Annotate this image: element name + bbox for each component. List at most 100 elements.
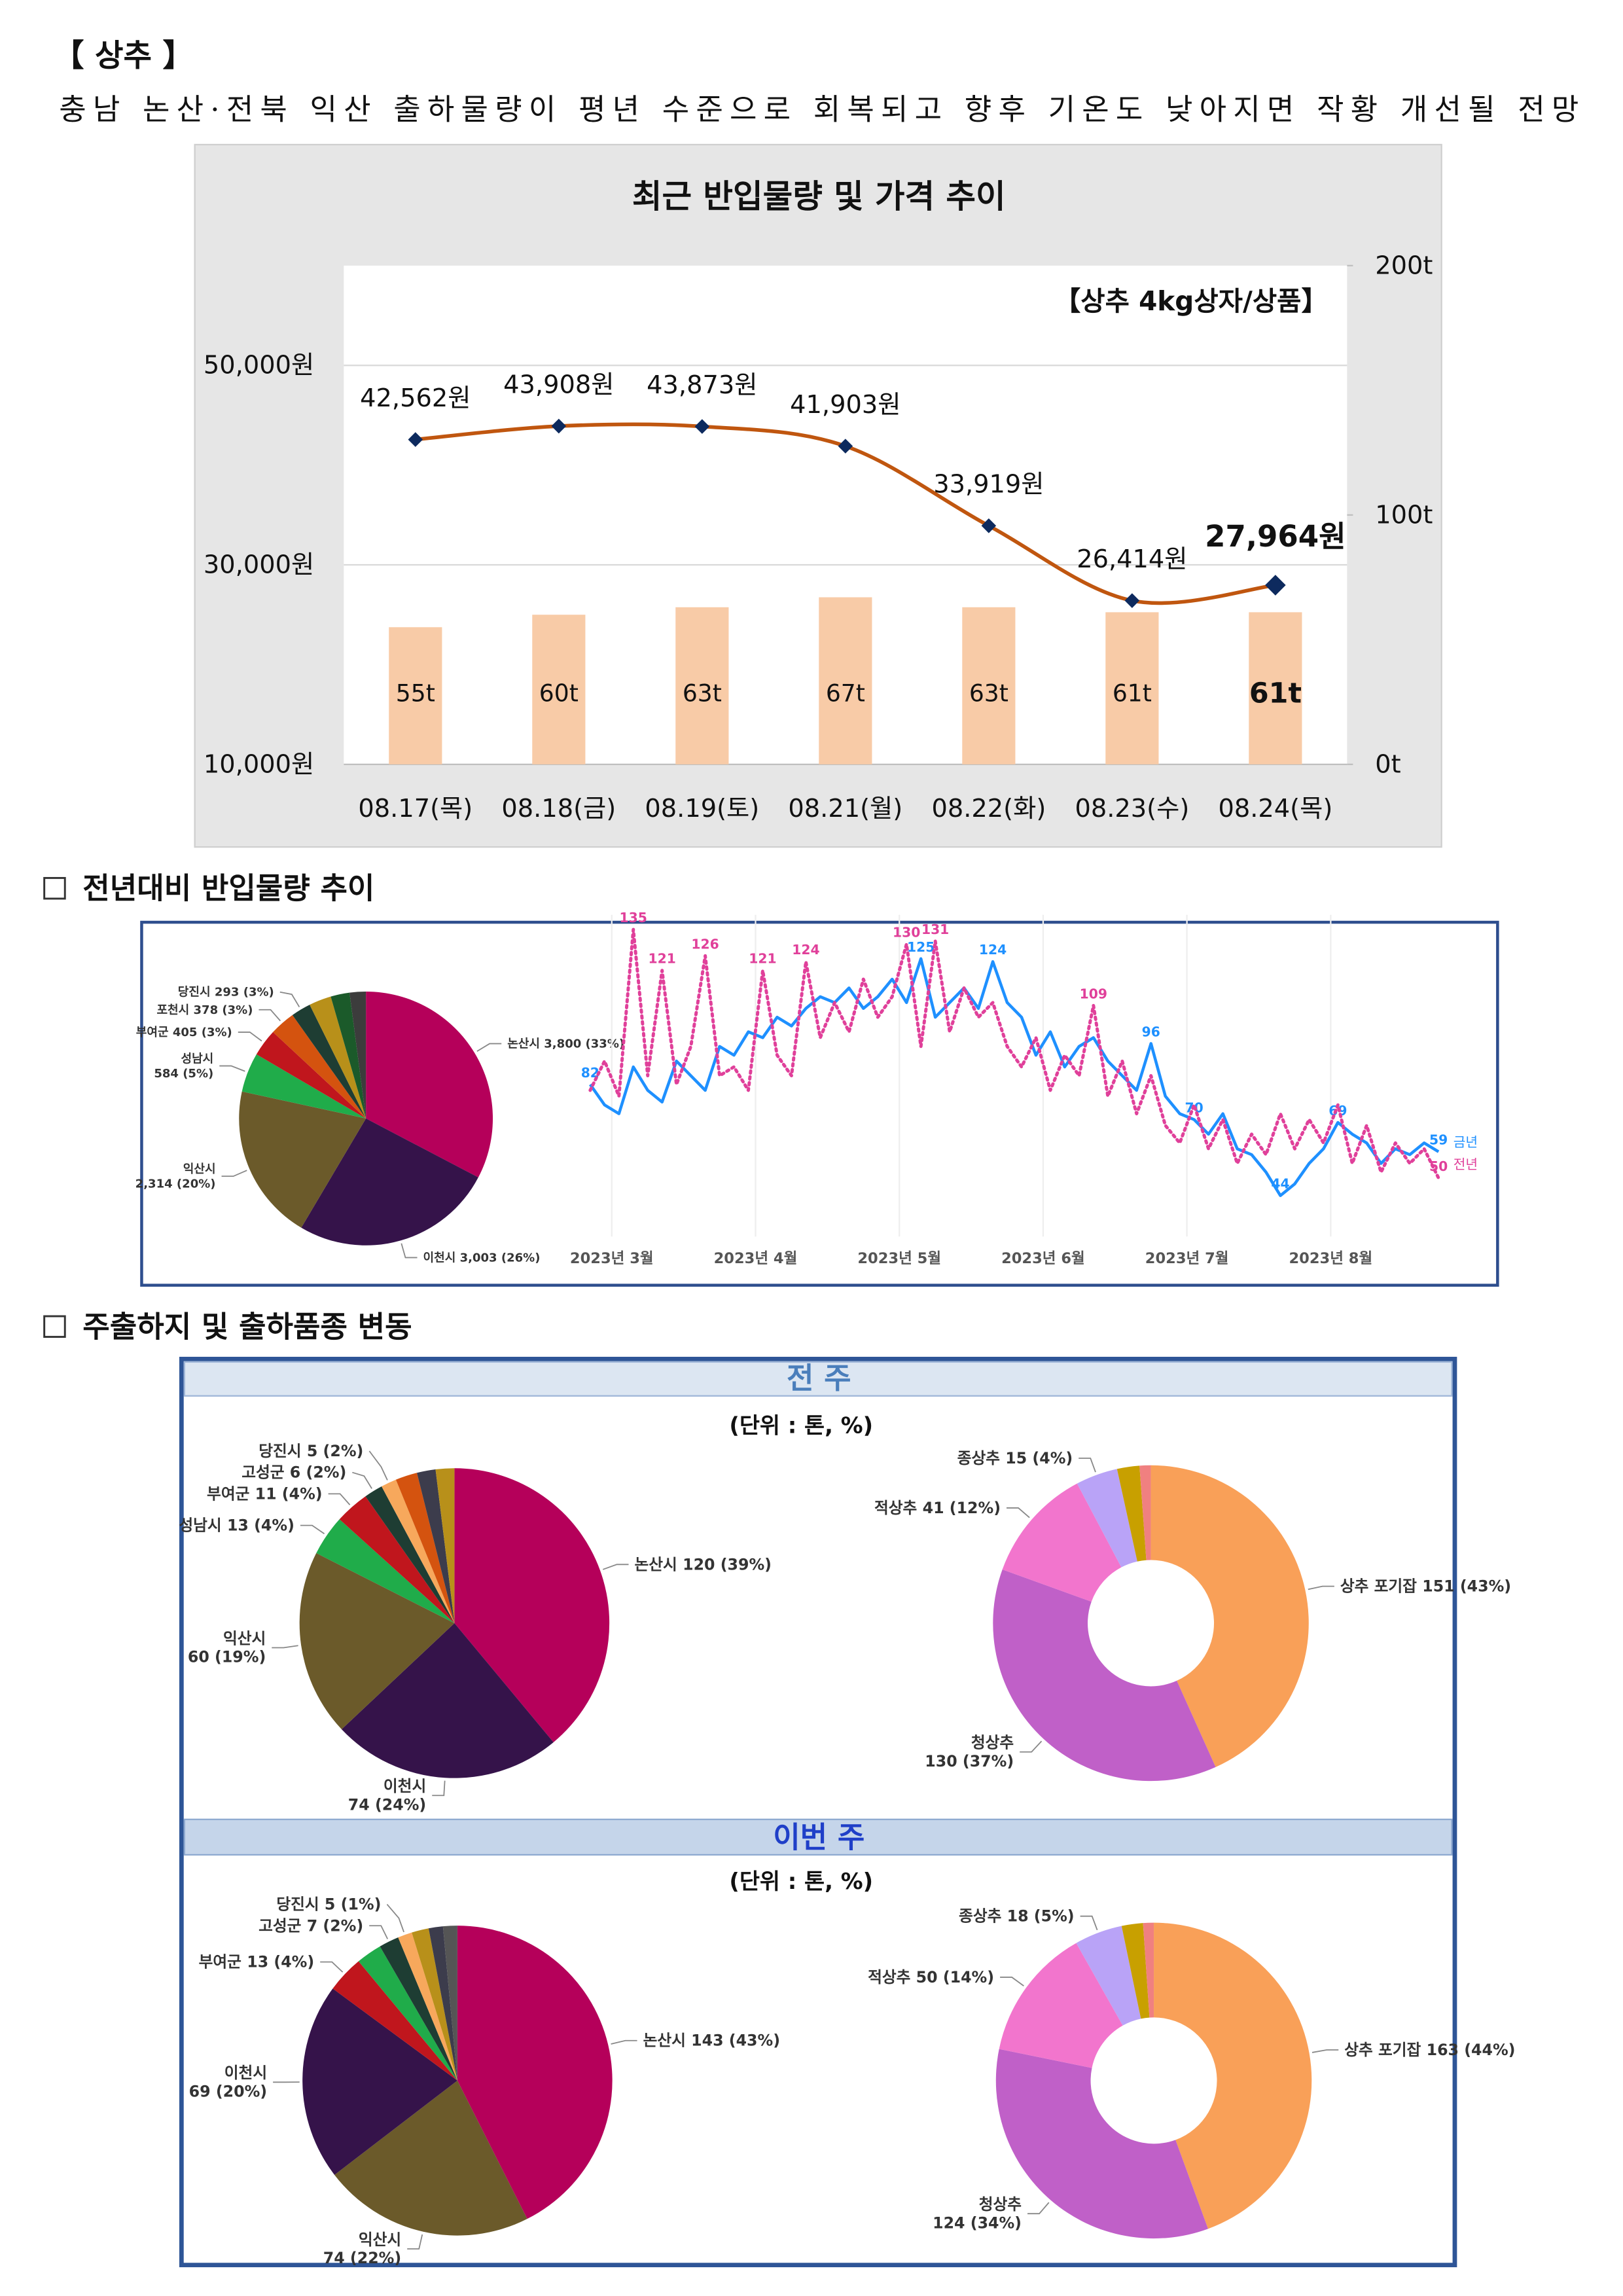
slice-value: 11 (4%)	[255, 1484, 323, 1503]
leader-line	[1311, 2049, 1339, 2053]
pie-slice	[395, 1473, 455, 1623]
bar	[1105, 612, 1159, 764]
slice-value: 5 (2%)	[307, 1442, 363, 1460]
pie-slice	[310, 996, 366, 1119]
leader-line	[238, 1031, 262, 1042]
pie-slice	[330, 992, 366, 1119]
donut-slice	[1077, 1469, 1137, 1568]
leader-line	[300, 1524, 325, 1535]
point-label: 125	[907, 939, 935, 955]
pie-slice	[292, 1005, 366, 1119]
price-label: 43,908원	[503, 370, 614, 399]
slice-name: 포천시	[156, 1003, 189, 1016]
slice-name: 부여군	[199, 1953, 241, 1971]
donut-slice	[1116, 1465, 1147, 1562]
slice-value: 74 (24%)	[348, 1795, 426, 1814]
x-tick-label: 08.23(수)	[1075, 794, 1189, 823]
point-label: 130	[893, 924, 920, 940]
slice-label: 부여군 11 (4%)	[207, 1484, 323, 1503]
leader-line	[386, 1903, 404, 1933]
pie-slice	[273, 1014, 366, 1119]
x-tick-label: 2023년 6월	[1001, 1250, 1085, 1267]
leader-line	[279, 991, 300, 1008]
section-title: 주출하지 및 출하품종 변동	[82, 1309, 412, 1344]
pie-slice	[239, 1091, 366, 1228]
slice-name: 익산시	[183, 1162, 216, 1175]
page-title: 【 상추 】	[53, 38, 194, 74]
bar	[675, 607, 729, 764]
chart-annotation: 【상추 4kg상자/상품】	[1054, 285, 1328, 317]
slice-value: 6 (2%)	[290, 1463, 346, 1482]
checkbox-icon	[43, 1315, 66, 1338]
bar	[819, 597, 872, 764]
panel-title: 이번 주	[773, 1820, 865, 1854]
donut-slice	[1154, 1922, 1312, 2229]
slice-name: 상추 포기잡	[1340, 1577, 1417, 1596]
leader-line	[611, 2039, 637, 2045]
slice-name: 이천시	[383, 1777, 426, 1795]
slice-label: 이천시 3,003 (26%)	[423, 1251, 541, 1265]
slice-label: 익산시 2,314 (20%)	[135, 1162, 216, 1191]
price-label: 27,964원	[1205, 519, 1346, 554]
unit-label: (단위 : 톤, %)	[729, 1869, 873, 1894]
bar	[962, 607, 1016, 764]
slice-label: 종상추 18 (5%)	[959, 1907, 1075, 1926]
leader-line	[1007, 1507, 1030, 1518]
pie-slice	[316, 1519, 455, 1623]
slice-value: 405 (3%)	[173, 1026, 232, 1039]
slice-name: 익산시	[359, 2231, 401, 2249]
pie-slice	[256, 1031, 366, 1119]
pie-slice	[457, 1926, 613, 2219]
slice-value: 378 (3%)	[193, 1003, 253, 1016]
line-marker	[551, 418, 567, 434]
slice-label: 익산시 60 (19%)	[188, 1629, 266, 1666]
slice-label: 상추 포기잡 163 (44%)	[1344, 2041, 1515, 2059]
leader-line	[369, 1925, 389, 1939]
series-line	[588, 957, 1440, 1197]
leader-line	[352, 1471, 372, 1489]
donut-slice	[1143, 1922, 1154, 2018]
slice-value: 3,800 (33%)	[544, 1037, 624, 1050]
slice-value: 584 (5%)	[154, 1066, 213, 1080]
point-label: 96	[1142, 1024, 1160, 1039]
chart-title: 최근 반입물량 및 가격 추이	[632, 177, 1006, 215]
pie-slice	[366, 992, 493, 1177]
series-line	[588, 927, 1440, 1180]
leader-line	[368, 1450, 388, 1480]
pie-slice	[454, 1468, 610, 1742]
y-tick-label: 30,000원	[204, 550, 314, 580]
price-label: 26,414원	[1077, 545, 1187, 574]
bar-label: 61t	[1113, 680, 1152, 708]
slice-value: 124 (34%)	[933, 2214, 1022, 2232]
slice-name: 논산시	[643, 2032, 686, 2050]
slice-name: 당진시	[178, 985, 211, 999]
line-marker	[838, 439, 853, 454]
slice-label: 고성군 7 (2%)	[259, 1916, 363, 1935]
line-marker	[1265, 575, 1286, 596]
leader-line	[259, 1009, 281, 1022]
bar	[389, 627, 442, 764]
pie-slice	[358, 1946, 457, 2081]
slice-label: 부여군 405 (3%)	[136, 1026, 232, 1039]
slice-name: 이천시	[423, 1251, 456, 1265]
slice-label: 성남시 13 (4%)	[179, 1516, 294, 1535]
slice-value: 74 (22%)	[323, 2249, 401, 2267]
slice-name: 당진시	[259, 1442, 301, 1460]
slice-name: 부여군	[207, 1484, 249, 1503]
leader-line	[602, 1564, 629, 1570]
x-tick-label: 08.22(화)	[931, 794, 1046, 823]
point-label: 131	[921, 922, 949, 937]
price-label: 41,903원	[790, 390, 901, 420]
slice-label: 당진시 293 (3%)	[178, 985, 274, 999]
leader-line	[1027, 2202, 1050, 2215]
x-tick-label: 08.24(목)	[1218, 794, 1332, 823]
pie-slice	[241, 1054, 366, 1119]
legend-entry: 금년	[1454, 1134, 1478, 1150]
slice-name: 익산시	[223, 1629, 266, 1647]
slice-name: 이천시	[224, 2064, 267, 2082]
pie-slice	[341, 1623, 554, 1778]
point-label: 59	[1429, 1132, 1448, 1148]
donut-slice	[995, 2049, 1208, 2239]
slice-label: 성남시 584 (5%)	[154, 1052, 213, 1081]
pie-slice	[412, 1928, 457, 2081]
